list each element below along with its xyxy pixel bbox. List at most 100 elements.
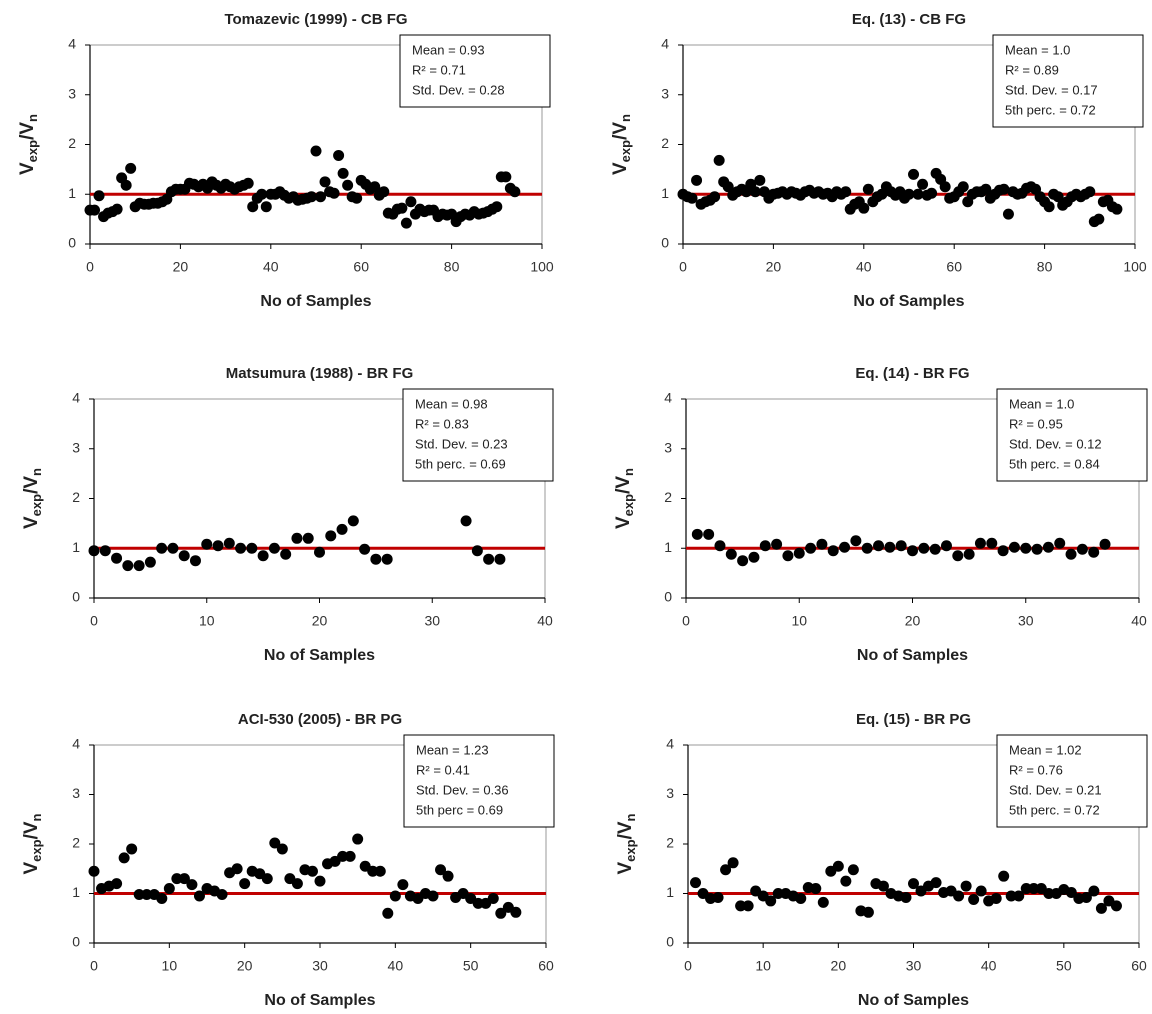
point	[500, 171, 512, 183]
point	[713, 154, 725, 166]
point	[111, 552, 123, 564]
point	[223, 537, 235, 549]
x-tick-label: 100	[1123, 259, 1147, 275]
point	[1099, 538, 1111, 550]
point	[939, 181, 951, 193]
point	[805, 542, 817, 554]
x-tick-label: 20	[237, 958, 253, 974]
point	[754, 174, 766, 186]
x-tick-label: 40	[981, 958, 997, 974]
point	[89, 204, 101, 216]
point	[1111, 203, 1123, 215]
point	[1076, 543, 1088, 555]
point	[850, 535, 862, 547]
point	[772, 888, 784, 899]
point	[352, 833, 364, 845]
point	[997, 545, 1009, 557]
point	[471, 545, 483, 557]
point	[862, 183, 874, 195]
point	[328, 187, 340, 199]
point	[926, 187, 938, 199]
y-axis-label-part: V	[615, 862, 636, 875]
annotation-text: Std. Dev. = 0.36	[416, 782, 509, 797]
point	[178, 873, 190, 885]
point	[167, 542, 179, 554]
y-tick-label: 2	[666, 835, 674, 851]
y-axis-label: Vexp/Vn	[17, 114, 40, 175]
annotation-text: Std. Dev. = 0.17	[1005, 82, 1098, 97]
x-axis-label: No of Samples	[853, 293, 964, 310]
point	[862, 906, 874, 918]
point	[405, 196, 417, 208]
point	[305, 191, 317, 203]
x-tick-label: 30	[906, 958, 922, 974]
y-tick-label: 3	[661, 85, 669, 101]
y-tick-label: 1	[68, 185, 76, 201]
point	[99, 545, 111, 557]
point	[858, 202, 870, 214]
x-tick-label: 80	[444, 259, 460, 275]
point	[968, 893, 980, 905]
y-tick-label: 3	[664, 439, 672, 455]
annotation-text: R² = 0.71	[412, 62, 466, 77]
point	[1002, 208, 1014, 220]
point	[795, 892, 807, 904]
point	[163, 883, 175, 895]
point	[839, 541, 851, 553]
point	[703, 528, 715, 540]
point	[1028, 883, 1040, 895]
point	[141, 888, 153, 900]
y-axis-label-part: exp	[618, 140, 633, 162]
point	[840, 186, 852, 198]
y-axis-label-part: n	[29, 813, 44, 821]
point	[980, 183, 992, 195]
chart-title: Eq. (15) - BR PG	[856, 711, 971, 728]
y-axis-label-part: /V	[613, 476, 634, 494]
point	[126, 843, 138, 855]
point	[256, 188, 268, 200]
y-tick-label: 0	[666, 934, 674, 950]
y-tick-label: 1	[664, 539, 672, 555]
chart-title: Matsumura (1988) - BR FG	[226, 365, 414, 382]
point	[260, 201, 272, 213]
point	[400, 217, 412, 229]
annotation-text: 5th perc. = 0.84	[1009, 456, 1100, 471]
point	[216, 888, 228, 900]
x-tick-label: 0	[679, 259, 687, 275]
point	[847, 864, 859, 876]
point	[171, 873, 183, 885]
point	[691, 174, 703, 186]
point	[1054, 537, 1066, 549]
x-tick-label: 50	[1056, 958, 1072, 974]
point	[201, 538, 213, 550]
point	[840, 875, 852, 887]
x-tick-label: 10	[162, 958, 178, 974]
y-axis-label-part: V	[610, 162, 631, 175]
y-axis-label-part: V	[613, 516, 634, 529]
y-tick-label: 3	[666, 785, 674, 801]
x-axis-label: No of Samples	[264, 647, 375, 664]
point	[261, 873, 273, 885]
point	[1088, 546, 1100, 558]
y-tick-label: 4	[666, 736, 674, 752]
y-tick-label: 0	[72, 589, 80, 605]
point	[861, 542, 873, 554]
y-axis-label-part: n	[29, 468, 44, 476]
point	[727, 857, 739, 869]
point	[242, 177, 254, 189]
y-tick-label: 4	[72, 736, 80, 752]
point	[986, 537, 998, 549]
annotation-text: R² = 0.89	[1005, 62, 1059, 77]
point	[344, 850, 356, 862]
x-tick-label: 0	[90, 958, 98, 974]
y-axis-label-part: n	[25, 114, 40, 122]
point	[122, 560, 134, 572]
x-tick-label: 40	[1131, 613, 1147, 629]
point	[748, 551, 760, 563]
point	[337, 167, 349, 179]
point	[111, 203, 123, 215]
point	[359, 543, 371, 555]
point	[336, 523, 348, 535]
annotation-text: Mean = 1.02	[1009, 742, 1082, 757]
